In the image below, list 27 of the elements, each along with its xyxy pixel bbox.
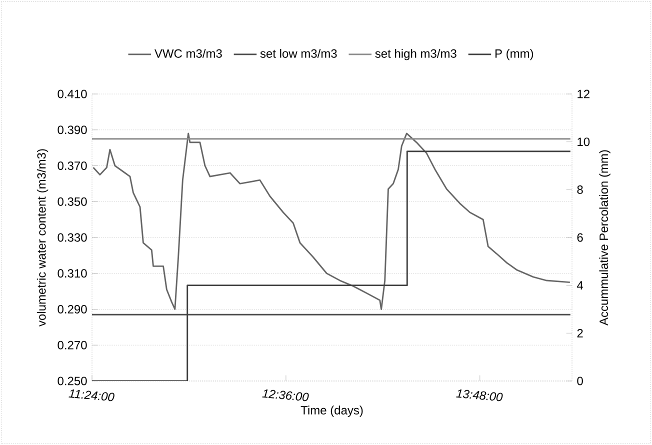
line-series	[92, 132, 571, 310]
y-tick-label: 0.270	[58, 340, 87, 350]
y2-tick-label: 4	[576, 281, 584, 290]
y-tick-label: 0.410	[58, 90, 87, 98]
y-tick-label: 0.290	[58, 304, 87, 314]
y-tick-label: 0.250	[58, 376, 87, 386]
legend-label: set low m3/m3	[260, 48, 337, 58]
y2-tick-label: 8	[577, 185, 583, 194]
y2-axis-title: Accummulative Percolation (mm)	[599, 150, 610, 326]
y2-tick-label: 12	[578, 90, 590, 98]
y2-tick-label: 0	[577, 376, 583, 386]
x-tick-label: 12:36:00	[262, 389, 309, 402]
y-tick-label: 0.330	[58, 233, 87, 242]
y2-tick-label: 6	[577, 233, 583, 242]
x-tick-label: 11:24:00	[68, 389, 114, 402]
y-tick-label: 0.390	[58, 126, 87, 134]
y-tick-label: 0.350	[58, 197, 87, 206]
y2-tick-label: 10	[578, 138, 590, 146]
legend-label: P (mm)	[495, 48, 534, 60]
y-axis-title: volumetric water content (m3/m3)	[36, 149, 48, 326]
legend-label: set high m3/m3	[375, 48, 456, 60]
y-tick-label: 0.370	[58, 161, 87, 170]
x-axis-title: Time (days)	[300, 406, 363, 417]
y2-tick-label: 2	[577, 328, 583, 338]
legend-label: VWC m3/m3	[154, 48, 222, 58]
x-tick-label: 13:48:00	[456, 389, 503, 402]
y-tick-label: 0.310	[58, 269, 87, 278]
